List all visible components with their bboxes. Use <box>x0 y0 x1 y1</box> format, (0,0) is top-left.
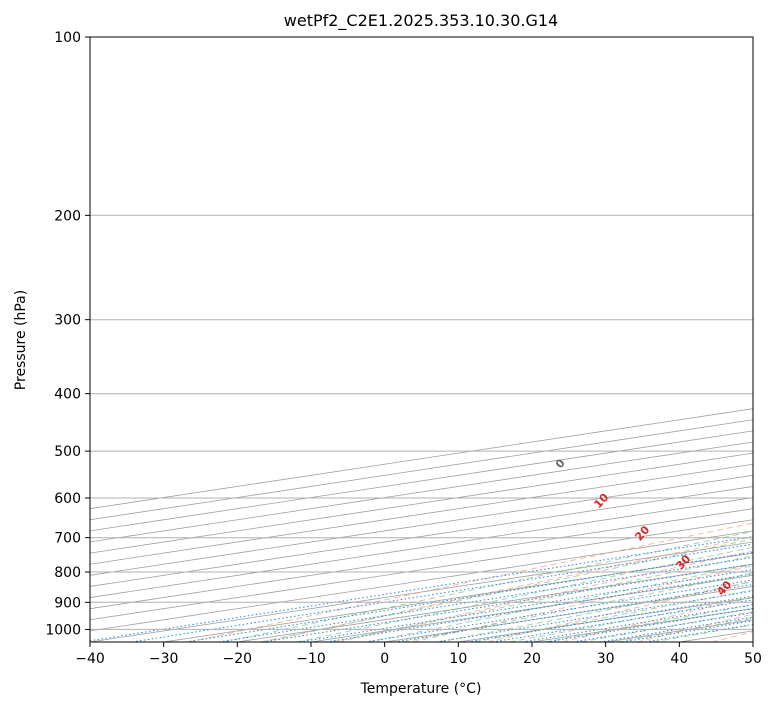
dry-adiabat-line <box>188 522 753 642</box>
isotherm-line <box>90 463 753 565</box>
mixing-ratio-line <box>185 551 753 642</box>
x-tick-label: 10 <box>449 651 467 667</box>
x-tick-label: −40 <box>75 651 105 667</box>
moist-adiabat-line <box>223 530 753 642</box>
moist-adiabat-line <box>403 572 753 642</box>
mixing-ratio-line <box>492 599 753 642</box>
y-tick-label: 1000 <box>45 622 81 638</box>
mixing-ratio-line <box>546 607 753 642</box>
isotherm-line <box>90 441 753 543</box>
y-tick-label: 100 <box>54 30 81 46</box>
mixing-ratio-line <box>131 543 753 642</box>
y-tick-label: 400 <box>54 387 81 403</box>
y-tick-label: 200 <box>54 208 81 224</box>
x-tick-label: −30 <box>149 651 179 667</box>
chart-title: wetPf2_C2E1.2025.353.10.30.G14 <box>284 11 558 31</box>
mixing-ratio-line <box>467 595 753 642</box>
y-tick-label: 300 <box>54 313 81 329</box>
isotherm-line <box>90 497 753 598</box>
isotherm-line <box>90 474 753 576</box>
pressure-grid <box>90 37 753 630</box>
mixing-ratio-line <box>522 604 753 642</box>
isotherm-line <box>90 452 753 554</box>
y-tick-label: 700 <box>54 531 81 547</box>
axes: −40 −30 −20 −10 0 10 20 30 40 50 100 200 300 400 500 60… <box>45 30 762 667</box>
x-tick-label: 20 <box>523 651 541 667</box>
isotherm-line <box>90 530 753 632</box>
y-axis-title: Pressure (hPa) <box>13 290 29 390</box>
mixing-ratio-line <box>572 612 753 642</box>
x-tick-label: −10 <box>296 651 326 667</box>
moist-adiabat-line <box>367 563 753 642</box>
x-tick-label: 40 <box>670 651 688 667</box>
moist-adiabat-line <box>473 589 753 642</box>
y-tick-label: 900 <box>54 595 81 611</box>
y-tick-label: 800 <box>54 565 81 581</box>
mixing-ratio-line <box>218 556 753 642</box>
x-tick-label: 30 <box>597 651 615 667</box>
isotherm-line <box>90 519 753 621</box>
background-lines <box>90 408 753 642</box>
dry-adiabat-line <box>412 565 753 642</box>
dry-adiabat-line <box>338 550 753 642</box>
moist-adiabat-line <box>260 538 753 642</box>
mixing-ratio-line <box>90 536 753 642</box>
plot-frame <box>89 36 754 643</box>
x-tick-label: 50 <box>744 651 762 667</box>
y-tick-label: 600 <box>54 491 81 507</box>
isotherm-line <box>90 508 753 610</box>
y-tick-label: 500 <box>54 444 81 460</box>
x-axis-title: Temperature (°C) <box>360 681 482 697</box>
isotherm-line <box>90 486 753 587</box>
x-tick-label: −20 <box>223 651 253 667</box>
moist-adiabat-line <box>296 546 753 642</box>
x-tick-label: 0 <box>380 651 389 667</box>
